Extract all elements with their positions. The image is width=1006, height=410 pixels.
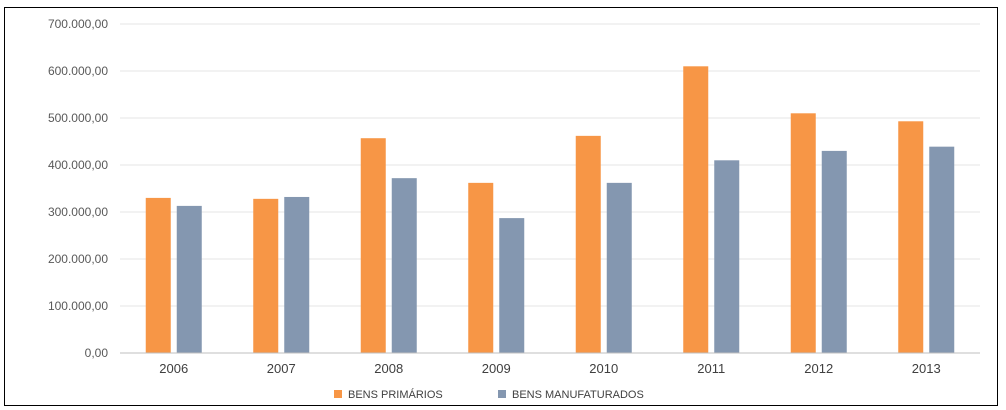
bar-bens-manufaturados-2007 <box>284 196 310 353</box>
bar-bens-primarios-2010 <box>575 135 601 353</box>
x-tick-label-2012: 2012 <box>804 361 833 376</box>
bar-bens-manufaturados-2009 <box>499 218 525 353</box>
y-tick-label-700000: 700.000,00 <box>48 17 108 31</box>
x-tick-label-2009: 2009 <box>482 361 511 376</box>
x-tick-label-2008: 2008 <box>374 361 403 376</box>
legend: BENS PRIMÁRIOS BENS MANUFATURADOS <box>334 388 644 401</box>
bar-bens-primarios-2007 <box>253 198 279 353</box>
legend-label-bens-manufaturados: BENS MANUFATURADOS <box>512 389 644 401</box>
bar-bens-manufaturados-2006 <box>176 205 202 353</box>
x-tick-label-2010: 2010 <box>589 361 618 376</box>
legend-swatch-bens-primarios <box>334 390 342 398</box>
bar-bens-manufaturados-2011 <box>714 160 740 353</box>
x-tick-label-2007: 2007 <box>267 361 296 376</box>
y-tick-label-300000: 300.000,00 <box>48 205 108 219</box>
x-axis-tick-labels: 2006 2007 2008 2009 2010 2011 2012 2013 <box>159 361 940 376</box>
legend-swatch-bens-manufaturados <box>498 390 506 398</box>
bar-bens-primarios-2008 <box>360 138 386 353</box>
bar-bens-manufaturados-2013 <box>929 146 955 353</box>
x-tick-label-2006: 2006 <box>159 361 188 376</box>
y-tick-label-0: 0,00 <box>85 346 109 360</box>
x-tick-label-2013: 2013 <box>912 361 941 376</box>
bar-bens-primarios-2011 <box>683 66 709 354</box>
x-tick-label-2011: 2011 <box>697 361 725 376</box>
y-axis-tick-labels: 0,00 100.000,00 200.000,00 300.000,00 400.00… <box>48 17 108 360</box>
bars <box>145 66 955 354</box>
bar-bens-primarios-2009 <box>468 182 494 353</box>
bar-bens-primarios-2006 <box>145 197 171 353</box>
bar-bens-primarios-2012 <box>790 113 816 353</box>
y-tick-label-400000: 400.000,00 <box>48 158 108 172</box>
y-tick-label-600000: 600.000,00 <box>48 64 108 78</box>
y-tick-label-100000: 100.000,00 <box>48 299 108 313</box>
bar-bens-manufaturados-2012 <box>821 150 847 353</box>
bar-bens-manufaturados-2010 <box>606 182 632 353</box>
bar-bens-manufaturados-2008 <box>391 178 417 353</box>
legend-label-bens-primarios: BENS PRIMÁRIOS <box>348 388 443 401</box>
y-tick-label-500000: 500.000,00 <box>48 111 108 125</box>
gridlines <box>120 23 980 307</box>
bar-bens-primarios-2013 <box>898 121 924 353</box>
y-tick-label-200000: 200.000,00 <box>48 252 108 266</box>
